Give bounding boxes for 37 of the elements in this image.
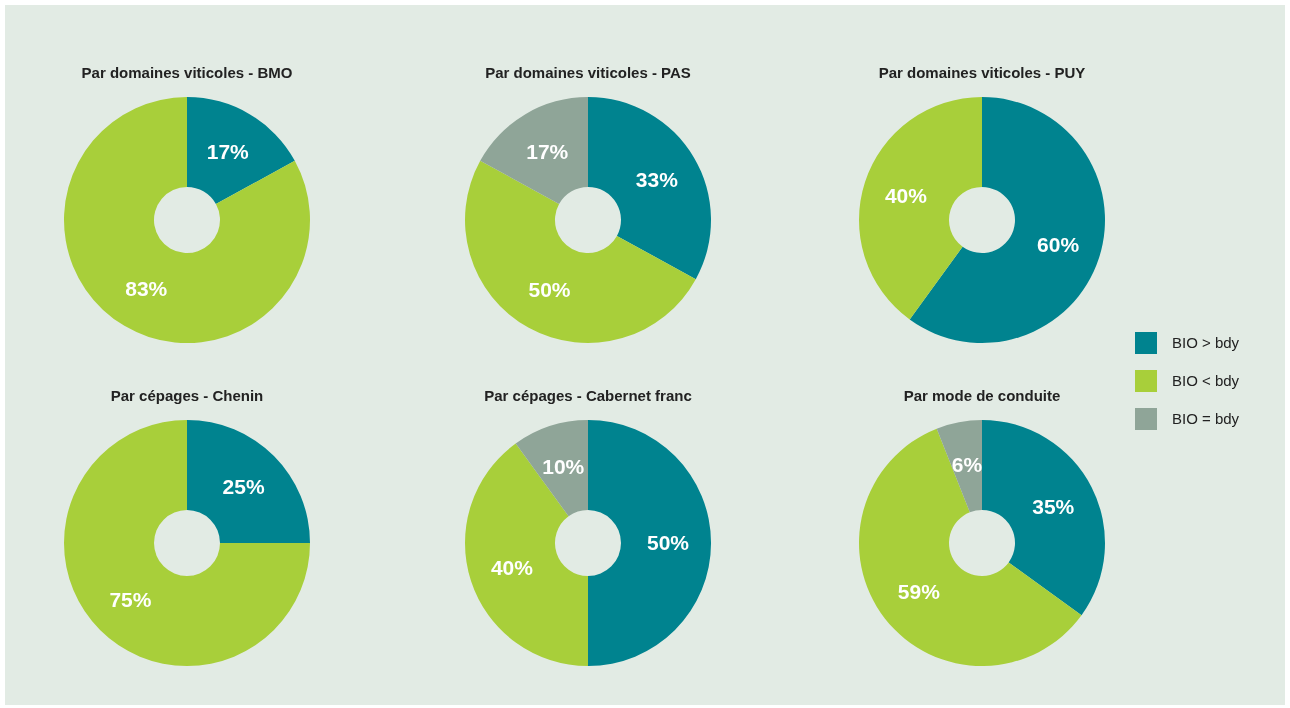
data-label: 35% bbox=[1032, 495, 1075, 519]
data-label: 40% bbox=[490, 556, 534, 580]
donut-slice bbox=[465, 443, 588, 666]
data-label: 83% bbox=[125, 277, 168, 301]
donut-slice bbox=[465, 160, 696, 343]
chart-title: Par cépages - Cabernet franc bbox=[484, 387, 692, 404]
donut-slice bbox=[859, 428, 1082, 666]
chart-title: Par mode de conduite bbox=[903, 387, 1061, 404]
donut-slice bbox=[187, 420, 310, 543]
data-label: 25% bbox=[222, 474, 265, 498]
chart-title: Par cépages - Chenin bbox=[110, 387, 264, 404]
data-label: 10% bbox=[542, 455, 585, 479]
donut-slice bbox=[480, 97, 588, 205]
data-label: 75% bbox=[109, 587, 152, 611]
donut-slice bbox=[187, 97, 295, 205]
chart-title: Par domaines viticoles - PAS bbox=[485, 64, 691, 81]
legend-label: BIO > bdy bbox=[1172, 334, 1240, 352]
donut-slice bbox=[64, 97, 310, 343]
data-label: 50% bbox=[646, 531, 690, 555]
data-label: 33% bbox=[635, 167, 679, 191]
donut-slice bbox=[982, 420, 1105, 616]
chart-title: Par domaines viticoles - PUY bbox=[878, 64, 1086, 81]
data-label: 59% bbox=[897, 580, 941, 604]
donut-slice bbox=[859, 97, 982, 320]
legend-label: BIO < bdy bbox=[1172, 372, 1240, 390]
legend-label: BIO = bdy bbox=[1172, 410, 1240, 428]
donut-slice bbox=[515, 420, 588, 517]
donut-slice bbox=[588, 97, 711, 280]
data-label: 40% bbox=[884, 183, 928, 207]
data-label: 6% bbox=[951, 452, 983, 476]
data-label: 17% bbox=[526, 139, 569, 163]
data-label: 60% bbox=[1037, 233, 1080, 257]
donut-slice bbox=[588, 420, 711, 666]
data-label: 50% bbox=[528, 278, 571, 302]
data-label: 17% bbox=[206, 139, 250, 163]
chart-title: Par domaines viticoles - BMO bbox=[81, 64, 293, 81]
donut-slice bbox=[64, 420, 310, 666]
